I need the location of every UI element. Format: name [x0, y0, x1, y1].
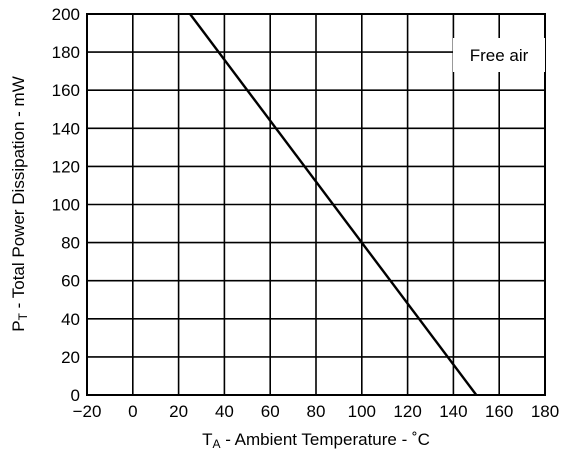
x-tick-label: 100	[348, 402, 376, 421]
x-tick-label: 180	[531, 402, 559, 421]
x-tick-label: 120	[393, 402, 421, 421]
y-tick-label: 60	[61, 272, 80, 291]
x-axis-title: TA - Ambient Temperature - ˚C	[202, 430, 430, 451]
y-tick-label: 200	[52, 5, 80, 24]
x-tick-label: 140	[439, 402, 467, 421]
y-tick-label: 100	[52, 196, 80, 215]
y-tick-label: 180	[52, 43, 80, 62]
y-axis-title-subscript: T	[16, 312, 30, 320]
y-tick-label: 40	[61, 310, 80, 329]
y-tick-label: 140	[52, 119, 80, 138]
x-axis-title-rest: - Ambient Temperature - ˚C	[220, 430, 429, 449]
y-tick-label: 0	[71, 386, 80, 405]
x-tick-label: −20	[73, 402, 102, 421]
x-tick-label: 160	[485, 402, 513, 421]
x-tick-label: 20	[169, 402, 188, 421]
y-tick-label: 20	[61, 348, 80, 367]
plot-frame	[86, 13, 546, 396]
y-axis-title: PT - Total Power Dissipation - mW	[9, 76, 30, 332]
x-tick-labels: −20 0 20 40 60 80 100 120 140 160 180	[73, 402, 560, 421]
annotation-background	[453, 38, 545, 72]
y-axis-title-main: P	[9, 320, 28, 331]
x-tick-label: 40	[215, 402, 234, 421]
x-axis-title-main: T	[202, 430, 212, 449]
y-tick-labels: 0 20 40 60 80 100 120 140 160 180 200	[52, 5, 80, 405]
y-axis-title-rest: - Total Power Dissipation - mW	[9, 76, 28, 313]
x-axis-title-subscript: A	[212, 437, 220, 451]
y-tick-label: 160	[52, 81, 80, 100]
series-layer	[189, 13, 478, 396]
x-tick-label: 80	[307, 402, 326, 421]
y-tick-label: 120	[52, 157, 80, 176]
derating-line	[189, 13, 478, 396]
y-tick-label: 80	[61, 234, 80, 253]
x-tick-label: 60	[261, 402, 280, 421]
x-tick-label: 0	[128, 402, 137, 421]
plot-border	[86, 13, 546, 396]
annotation-free-air: Free air	[470, 46, 529, 65]
